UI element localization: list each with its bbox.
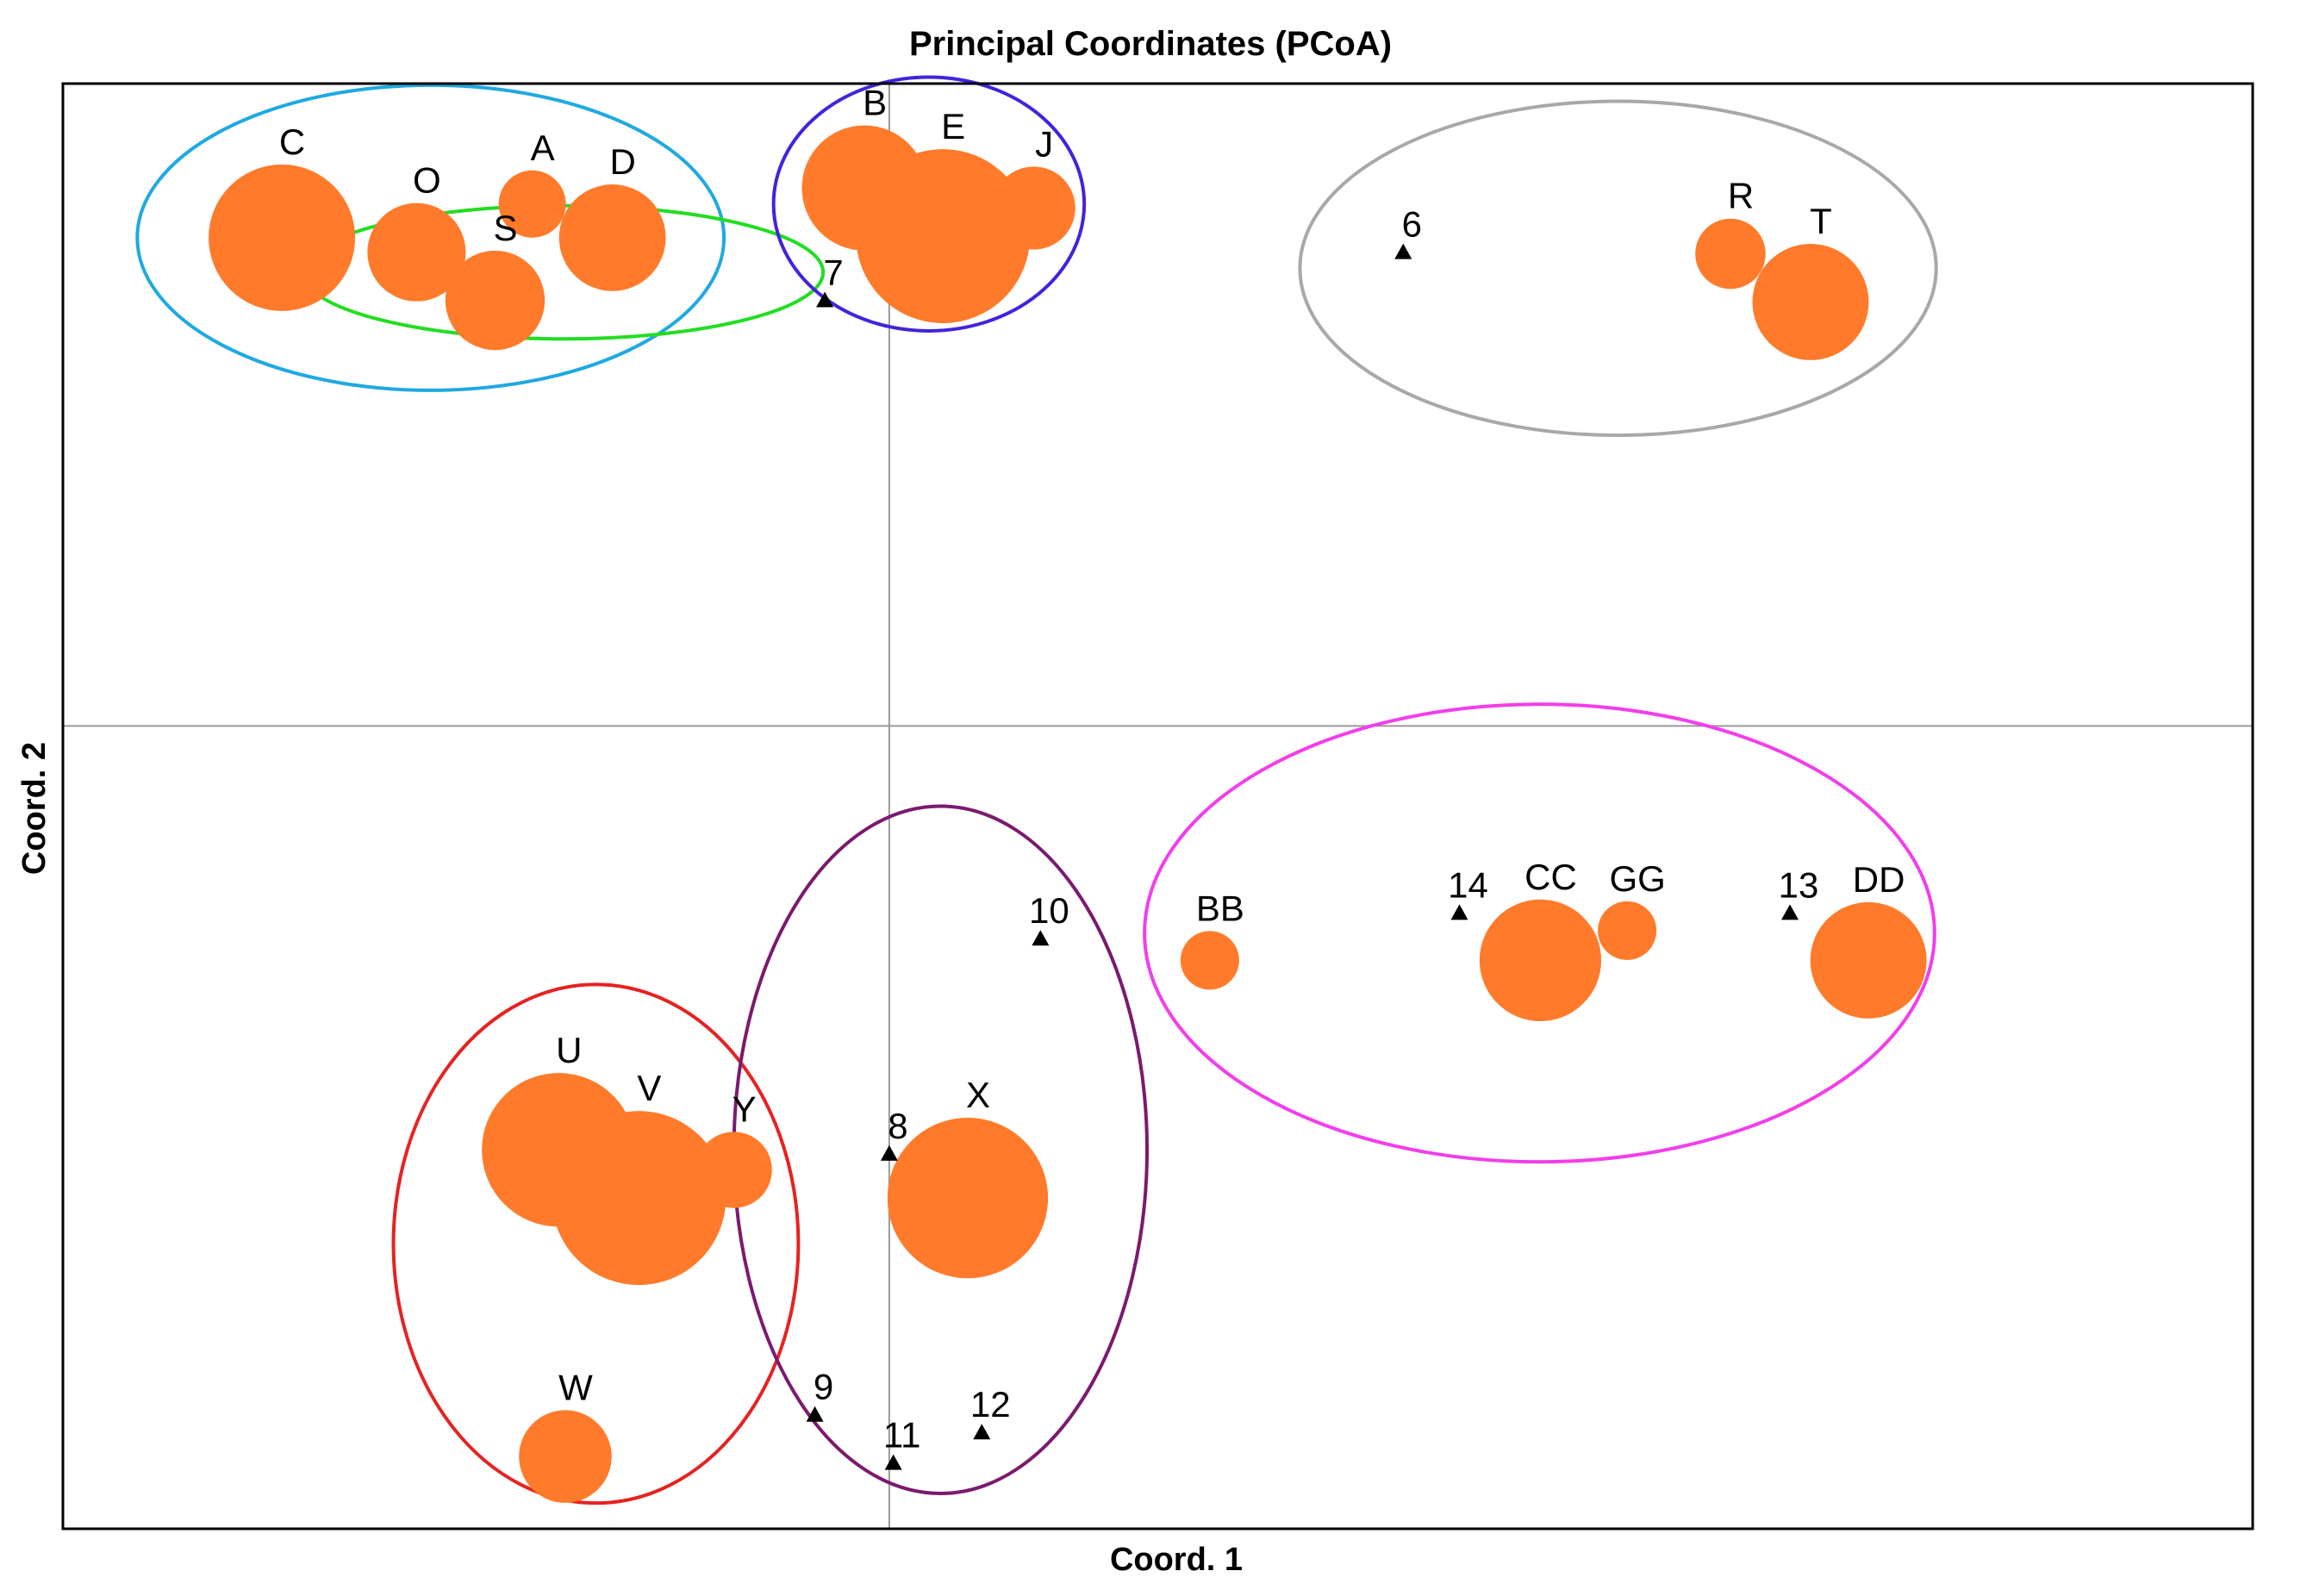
bubble-r bbox=[1695, 218, 1766, 290]
bubble-label-cc: CC bbox=[1524, 857, 1577, 897]
ellipse-c-o-a-d-s bbox=[135, 83, 726, 392]
bubble-gg bbox=[1598, 901, 1657, 960]
bubble-cc bbox=[1479, 899, 1602, 1021]
bubble-w bbox=[519, 1410, 612, 1503]
triangle-13 bbox=[1781, 904, 1799, 920]
triangle-11 bbox=[884, 1454, 902, 1470]
triangle-12 bbox=[973, 1424, 991, 1440]
bubble-label-u: U bbox=[556, 1030, 582, 1070]
ellipse-b-e-j bbox=[771, 75, 1087, 333]
bubble-label-r: R bbox=[1728, 176, 1754, 216]
x-axis-title: Coord. 1 bbox=[1110, 1542, 1243, 1578]
bubble-c bbox=[209, 164, 356, 311]
bubble-label-b: B bbox=[863, 82, 887, 122]
triangle-label-8: 8 bbox=[888, 1106, 907, 1146]
bubble-v bbox=[552, 1111, 726, 1286]
ellipse-bb-cc-gg-dd-13-14 bbox=[1143, 702, 1936, 1164]
bubble-j bbox=[992, 166, 1075, 250]
bubble-y bbox=[695, 1132, 772, 1208]
triangle-14 bbox=[1450, 904, 1468, 920]
triangle-label-11: 11 bbox=[883, 1415, 921, 1456]
bubble-label-e: E bbox=[941, 106, 965, 147]
group-ellipses bbox=[135, 75, 1938, 1506]
triangle-8 bbox=[880, 1144, 898, 1161]
bubble-label-t: T bbox=[1810, 201, 1832, 241]
triangle-label-6: 6 bbox=[1402, 204, 1422, 245]
triangle-10 bbox=[1032, 930, 1050, 946]
bubble-label-x: X bbox=[966, 1075, 990, 1115]
triangle-6 bbox=[1394, 243, 1412, 259]
chart-title: Principal Coordinates (PCoA) bbox=[909, 25, 1392, 63]
bubble-a bbox=[498, 170, 566, 238]
triangle-label-14: 14 bbox=[1448, 864, 1488, 905]
triangle-label-10: 10 bbox=[1029, 890, 1069, 931]
bubble-label-s: S bbox=[493, 208, 517, 248]
point-labels: C O AS D B E J R T BB CC GG DD U V Y W X 6 7 8 9 10 11 12 13 14 bbox=[279, 82, 1905, 1455]
bubble-label-o: O bbox=[413, 160, 441, 201]
bubble-d bbox=[558, 184, 666, 291]
bubble-label-w: W bbox=[558, 1367, 593, 1407]
ellipse-6-r-t bbox=[1298, 99, 1938, 438]
bubble-s bbox=[445, 250, 546, 351]
triangle-label-9: 9 bbox=[814, 1367, 833, 1407]
bubble-bb bbox=[1180, 931, 1239, 990]
triangle-label-7: 7 bbox=[823, 252, 843, 293]
bubble-t bbox=[1752, 243, 1869, 360]
ellipse-u-v-y-w bbox=[391, 982, 801, 1506]
bubble-points bbox=[209, 125, 1927, 1503]
y-axis-title: Coord. 2 bbox=[16, 742, 53, 875]
bubble-label-c: C bbox=[279, 122, 305, 162]
bubble-label-y: Y bbox=[733, 1088, 757, 1129]
bubble-label-d: D bbox=[609, 141, 635, 182]
bubble-label-bb: BB bbox=[1196, 888, 1244, 928]
plot-frame bbox=[61, 82, 2254, 1531]
bubble-label-gg: GG bbox=[1609, 858, 1665, 899]
bubble-o bbox=[367, 203, 466, 302]
triangle-label-12: 12 bbox=[970, 1384, 1011, 1425]
bubble-dd bbox=[1810, 901, 1927, 1019]
bubble-label-dd: DD bbox=[1853, 859, 1905, 900]
triangle-7 bbox=[816, 291, 834, 308]
bubble-label-j: J bbox=[1035, 123, 1053, 164]
bubble-label-a: A bbox=[531, 128, 555, 168]
bubble-e bbox=[856, 149, 1031, 323]
bubble-label-v: V bbox=[637, 1068, 661, 1108]
triangle-label-13: 13 bbox=[1779, 864, 1819, 905]
triangle-9 bbox=[806, 1406, 824, 1422]
triangle-points bbox=[806, 243, 1799, 1470]
bubble-x bbox=[887, 1118, 1049, 1279]
